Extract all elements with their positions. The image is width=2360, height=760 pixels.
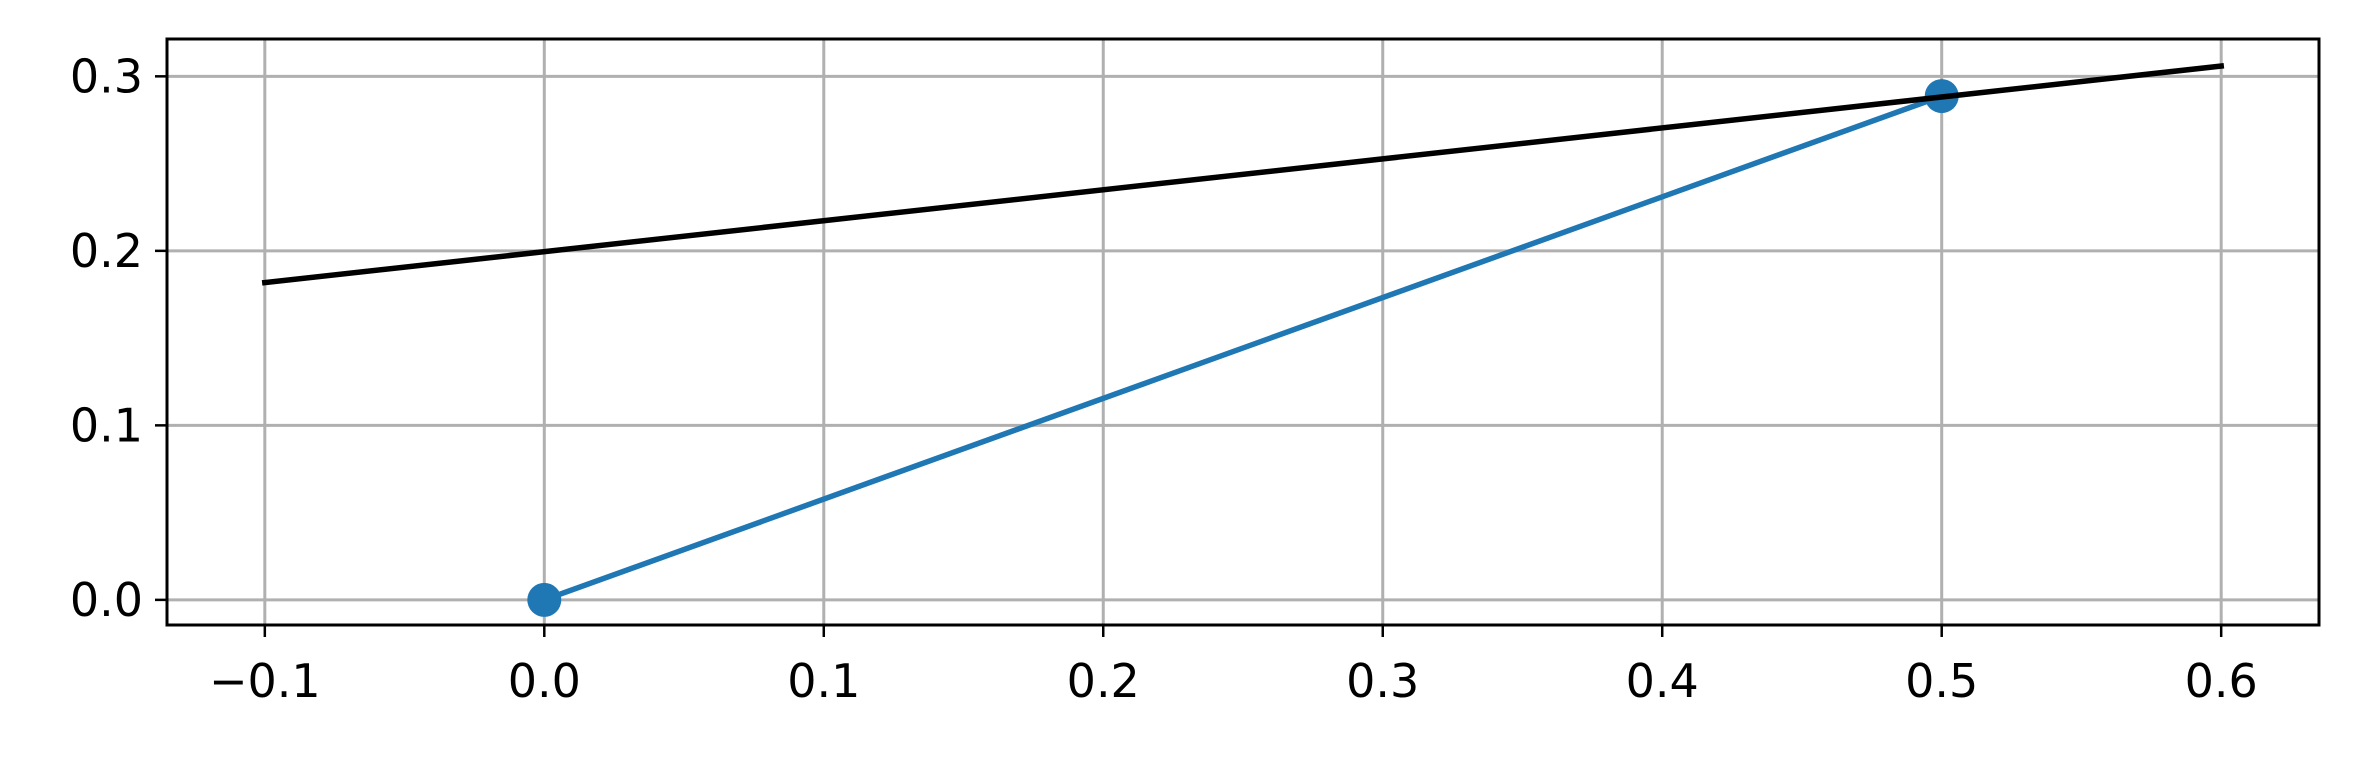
x-tick-label: 0.6 [2185,654,2258,708]
y-tick-label: 0.2 [70,224,143,278]
x-tick-label: 0.0 [508,654,581,708]
y-tick-label: 0.1 [70,398,143,452]
plot-frame [165,37,2321,627]
x-tick-label: 0.1 [787,654,860,708]
x-tick-label: −0.1 [209,654,321,708]
x-tick-label: 0.5 [1905,654,1978,708]
x-tick-label: 0.3 [1346,654,1419,708]
y-tick-label: 0.0 [70,573,143,627]
series-0-line [540,92,1946,604]
grid [167,39,2319,625]
x-tick-label: 0.2 [1067,654,1140,708]
series-layer [261,63,2225,617]
axis-ticks: −0.1 0.0 0.1 0.2 0.3 0.4 0.5 0.6 0.0 0.1 0.2 0.3 [70,49,2258,708]
x-tick-label: 0.4 [1626,654,1699,708]
series-0-point [527,582,562,617]
y-tick-label: 0.3 [70,49,143,103]
series-1-line [261,63,2225,286]
